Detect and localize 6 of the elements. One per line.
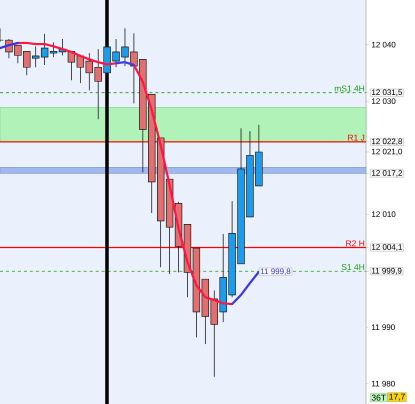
ref-line-label: R2 H: [346, 240, 364, 246]
text: 17,7: [389, 394, 405, 401]
ref-line-label: mS1 4H: [334, 85, 364, 92]
ref-line-label: S1 4H: [342, 264, 364, 270]
ref-line-label: R1 J: [348, 134, 364, 141]
text: 36T: [372, 394, 386, 401]
